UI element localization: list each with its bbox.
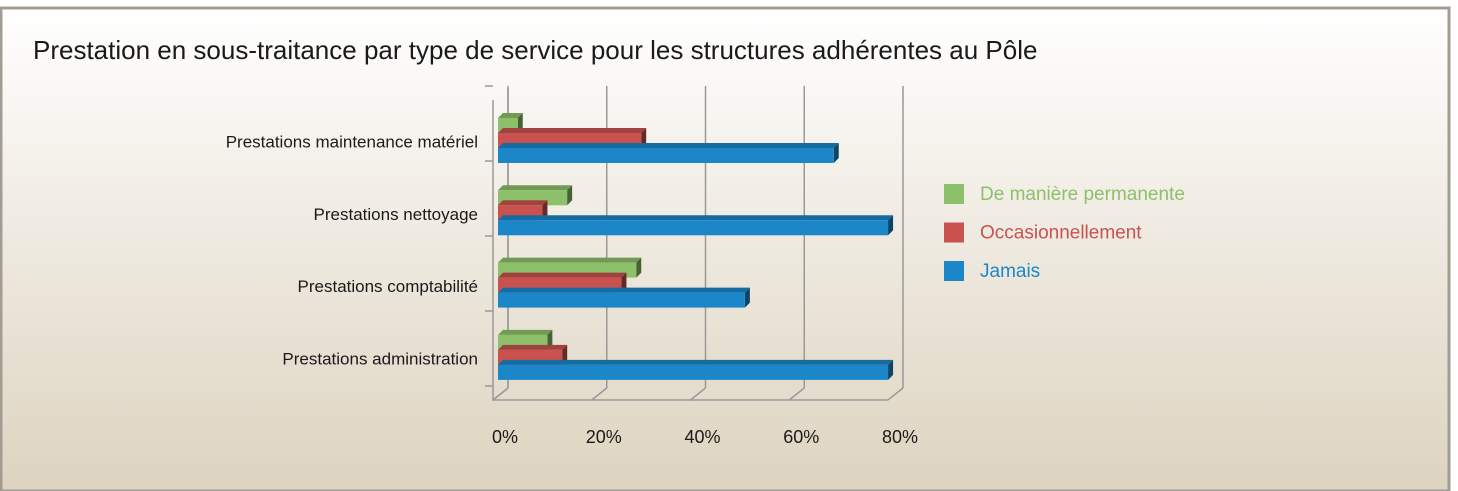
bar-side [636,257,642,278]
bar [498,292,745,308]
x-tick-label: 60% [783,427,819,447]
bar [498,220,889,236]
bar-top [498,329,553,335]
y-tick-label: Prestations administration [282,349,478,368]
legend-swatch [944,222,964,243]
x-tick-label: 40% [684,427,720,447]
bar-side [833,143,839,163]
chart-title: Prestation en sous-traitance par type de… [33,35,1037,65]
bar-side [888,359,894,380]
x-tick-label: 0% [492,427,518,447]
y-tick-label: Prestations nettoyage [314,205,478,224]
bar-side [888,215,894,236]
floor-line [591,387,608,401]
floor-line [887,387,904,401]
bar [498,364,889,380]
floor-line [788,387,805,401]
bar [498,148,834,163]
bar-top [498,215,894,221]
floor-line [492,387,509,401]
legend-label: De manière permanente [980,184,1185,205]
bar-top [498,272,627,278]
bar-top [498,287,750,293]
y-tick-label: Prestations maintenance matériel [226,132,478,151]
legend-label: Jamais [980,261,1040,282]
bar-top [498,113,523,118]
bar-top [498,344,568,350]
legend-swatch [944,261,964,281]
y-tick-label: Prestations comptabilité [298,277,478,296]
legend-label: Occasionnellement [980,223,1142,244]
bar-side [744,287,750,308]
floor-line [690,387,706,401]
bar-top [498,257,642,263]
x-tick-label: 20% [586,427,622,447]
bar-top [498,200,548,206]
bar-top [498,143,839,148]
bar-side [567,185,573,206]
bar-top [498,128,647,133]
bar-top [498,359,894,365]
panel [0,6,1451,491]
x-tick-label: 80% [882,427,918,447]
legend-swatch [944,184,964,204]
bar-top [498,185,573,191]
